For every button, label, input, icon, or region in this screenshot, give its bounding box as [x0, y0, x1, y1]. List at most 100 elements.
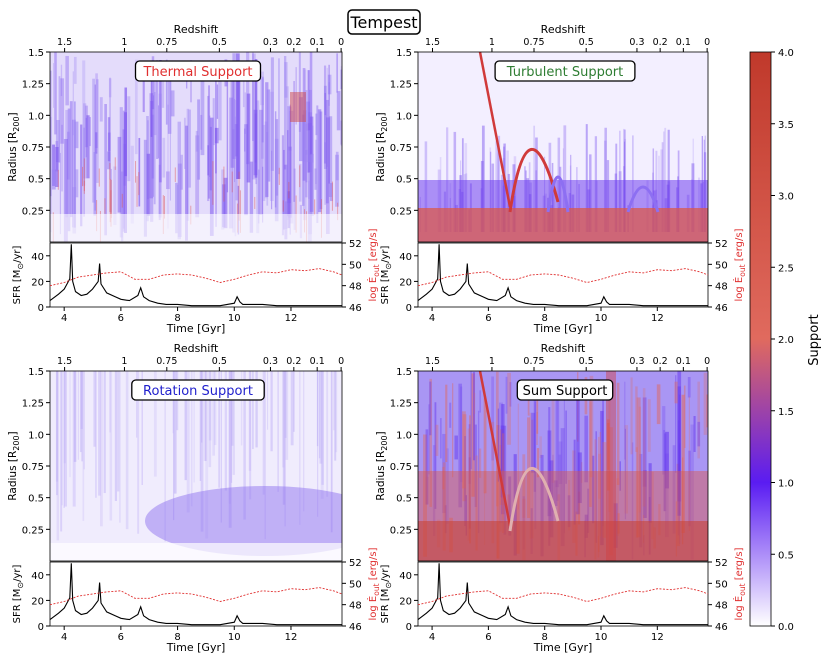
- heatmap-streak: [624, 428, 627, 520]
- heatmap-streak: [99, 97, 103, 122]
- heatmap-streak: [213, 371, 217, 446]
- eout-series-line: [417, 587, 709, 606]
- heatmap-streak: [134, 59, 138, 155]
- heatmap-streak: [266, 89, 271, 182]
- heatmap-inner-low: [50, 214, 342, 242]
- heatmap-streak: [208, 371, 212, 441]
- heatmap-streak: [687, 377, 691, 398]
- heatmap-streak: [75, 169, 79, 198]
- heatmap-hot-streak: [331, 181, 333, 211]
- radius-axis-label: Radius [R200]: [375, 112, 389, 181]
- heatmap-streak: [122, 129, 125, 232]
- heatmap-streak: [556, 385, 559, 502]
- panel-label-box: [516, 379, 614, 401]
- heatmap-streak: [58, 76, 61, 163]
- heatmap-streak: [597, 436, 600, 553]
- heatmap-streak: [324, 142, 327, 205]
- heatmap-hot-streak: [254, 196, 256, 209]
- sfr-panel-frame: [49, 242, 343, 308]
- heatmap-streak: [326, 371, 329, 497]
- heatmap-streak: [642, 388, 646, 507]
- heatmap-streak: [218, 371, 220, 488]
- heatmap-streak: [95, 73, 98, 149]
- heatmap-streak: [262, 166, 264, 223]
- heatmap-streak: [52, 144, 56, 186]
- time-tick-label: 12: [651, 313, 664, 324]
- heatmap-streak: [335, 154, 339, 207]
- radius-tick-label: 0.75: [22, 462, 44, 473]
- heatmap-streak: [109, 371, 111, 433]
- heatmap-streak: [177, 184, 179, 216]
- redshift-tick-label: 0.3: [263, 356, 278, 367]
- heatmap-streak: [175, 182, 178, 234]
- heatmap-streak: [503, 425, 507, 535]
- heatmap-core-band: [418, 208, 708, 242]
- heatmap-streak: [449, 402, 452, 428]
- heatmap-streak: [306, 130, 311, 163]
- heatmap-streak: [314, 168, 317, 190]
- heatmap-streak: [262, 124, 266, 202]
- heatmap-streak: [293, 81, 296, 202]
- heatmap-shock-line: [478, 371, 512, 527]
- heatmap-streak: [335, 151, 339, 181]
- heatmap-streak: [604, 127, 607, 232]
- heatmap-streak: [425, 476, 429, 505]
- heatmap-streak: [527, 388, 530, 416]
- heatmap-streak: [50, 116, 52, 233]
- heatmap-hot-streak: [110, 179, 112, 218]
- heatmap-streak: [264, 121, 268, 199]
- heatmap-streak: [304, 93, 306, 162]
- heatmap-streak: [471, 373, 475, 497]
- heatmap-streak: [305, 123, 308, 155]
- heatmap-streak: [109, 371, 113, 521]
- heatmap-streak: [442, 433, 446, 514]
- heatmap-streak: [122, 110, 125, 229]
- heatmap-streak: [648, 463, 652, 523]
- sfr-tick-label: 0: [38, 303, 44, 314]
- heatmap-streak: [563, 125, 567, 232]
- sfr-tick-label: 20: [399, 277, 412, 288]
- heatmap-streak: [197, 99, 201, 180]
- heatmap-streak: [224, 371, 227, 491]
- heatmap-streak: [496, 425, 500, 559]
- radius-tick-label: 1.25: [22, 80, 44, 91]
- heatmap-hot-streak: [212, 161, 214, 205]
- sfr-axis-label: SFR [M⊙/yr]: [380, 246, 393, 305]
- heatmap-streak: [616, 382, 620, 486]
- heatmap-streak: [80, 371, 83, 430]
- heatmap-streak: [599, 432, 601, 537]
- heatmap-background: [50, 52, 342, 242]
- sfr-tick-label: 40: [399, 252, 412, 263]
- heatmap-hot-streak: [83, 180, 85, 194]
- heatmap-streak: [207, 145, 210, 176]
- heatmap-streak: [216, 84, 219, 119]
- heatmap-streak: [309, 52, 313, 155]
- heatmap-streak: [214, 127, 219, 144]
- heatmap-streak: [185, 125, 188, 241]
- heatmap-streak: [703, 372, 708, 435]
- heatmap-streak: [260, 71, 265, 106]
- panel-sum: Sum Support 0.25 0.5 0.75 1.0 1.25 1.5 Radius […: [375, 342, 747, 654]
- heatmap-hot-streak: [288, 181, 290, 199]
- heatmap-streak: [674, 381, 678, 404]
- heatmap-streak: [481, 125, 485, 232]
- heatmap-streak: [677, 371, 682, 502]
- heatmap-streak: [639, 453, 643, 548]
- heatmap-streak: [157, 105, 159, 159]
- redshift-tick-label: 0.75: [156, 37, 177, 48]
- redshift-tick-label: 0.2: [653, 356, 668, 367]
- heatmap-streak: [167, 63, 172, 134]
- colorbar-tick-label: 1.5: [778, 407, 794, 418]
- heatmap-streak: [173, 371, 177, 494]
- redshift-tick-label: 1.5: [57, 37, 72, 48]
- time-tick-label: 8: [542, 632, 548, 643]
- heatmap-streak: [483, 398, 487, 494]
- heatmap-streak: [170, 90, 175, 117]
- heatmap-streak: [445, 384, 448, 463]
- colorbar-tick-label: 1.0: [778, 479, 794, 490]
- figure-title-box: Tempest: [347, 9, 421, 35]
- heatmap-streak: [228, 371, 232, 528]
- time-tick-label: 12: [285, 632, 298, 643]
- heatmap-streak: [67, 108, 71, 232]
- heatmap-streak: [80, 124, 83, 227]
